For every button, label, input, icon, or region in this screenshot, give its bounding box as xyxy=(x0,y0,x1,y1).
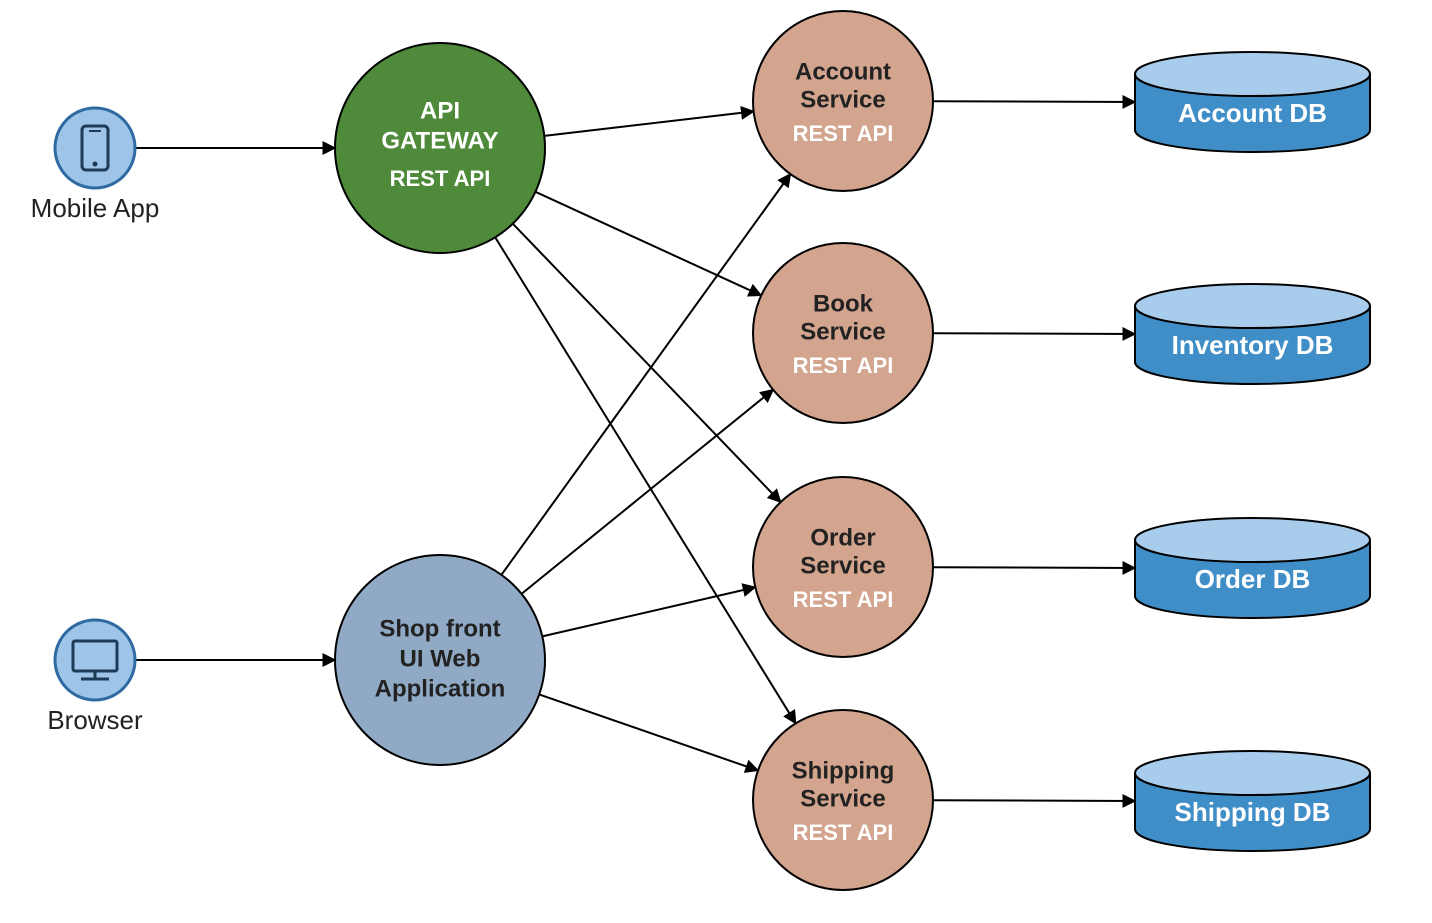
microservices-architecture-diagram: Mobile App Browser API GATEWAY REST API Shop … xyxy=(0,0,1432,923)
service-order: OrderService REST API xyxy=(753,477,933,657)
service-account: AccountService REST API xyxy=(753,11,933,191)
node-web_app-title-1: UI Web xyxy=(400,645,481,672)
service-book-title-0: Book xyxy=(813,290,874,317)
service-shipping-subtitle: REST API xyxy=(793,820,894,845)
node-api_gateway: API GATEWAY REST API xyxy=(335,43,545,253)
node-api_gateway-subtitle: REST API xyxy=(390,166,491,191)
node-api_gateway-title-1: GATEWAY xyxy=(381,127,498,154)
service-account-title-1: Service xyxy=(800,86,885,113)
db-shipping_db: Shipping DB xyxy=(1135,751,1370,851)
client-browser: Browser xyxy=(47,620,143,735)
service-account-title-0: Account xyxy=(795,58,891,85)
service-shipping-title-0: Shipping xyxy=(792,757,895,784)
client-mobile-label: Mobile App xyxy=(31,193,160,223)
node-web_app-title-2: Application xyxy=(375,675,506,702)
service-shipping: ShippingService REST API xyxy=(753,710,933,890)
db-inventory_db-label: Inventory DB xyxy=(1172,330,1334,360)
service-shipping-title-1: Service xyxy=(800,785,885,812)
service-account-subtitle: REST API xyxy=(793,121,894,146)
service-order-subtitle: REST API xyxy=(793,587,894,612)
service-book: BookService REST API xyxy=(753,243,933,423)
edge-shipping-to-shipping_db xyxy=(933,800,1135,801)
service-order-title-0: Order xyxy=(810,524,875,551)
node-web_app: Shop front UI Web Application xyxy=(335,555,545,765)
db-order_db: Order DB xyxy=(1135,518,1370,618)
edge-book-to-inventory_db xyxy=(933,333,1135,334)
client-browser-label: Browser xyxy=(47,705,143,735)
db-account_db-label: Account DB xyxy=(1178,98,1327,128)
db-inventory_db: Inventory DB xyxy=(1135,284,1370,384)
service-book-subtitle: REST API xyxy=(793,353,894,378)
db-order_db-label: Order DB xyxy=(1195,564,1311,594)
service-order-title-1: Service xyxy=(800,552,885,579)
node-api_gateway-title-0: API xyxy=(420,97,460,124)
node-web_app-title-0: Shop front xyxy=(379,615,500,642)
edge-account-to-account_db xyxy=(933,101,1135,102)
diagram-svg: Mobile App Browser API GATEWAY REST API Shop … xyxy=(0,0,1432,923)
edge-order-to-order_db xyxy=(933,567,1135,568)
service-book-title-1: Service xyxy=(800,318,885,345)
db-shipping_db-label: Shipping DB xyxy=(1175,797,1331,827)
db-account_db: Account DB xyxy=(1135,52,1370,152)
